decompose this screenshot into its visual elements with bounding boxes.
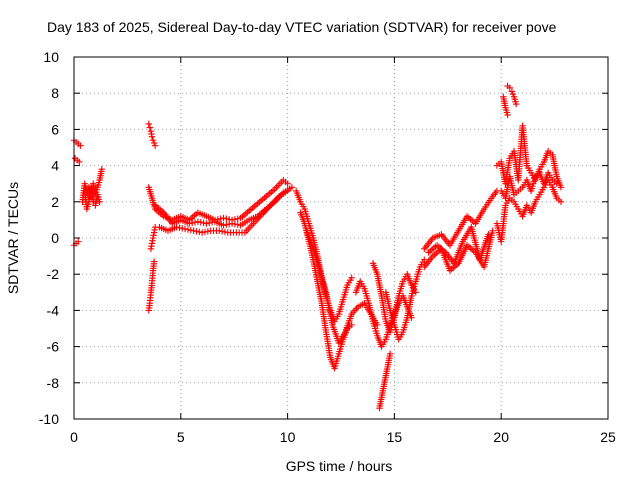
y-tick-label: 2 <box>51 194 59 210</box>
data-point <box>184 226 192 233</box>
data-point <box>186 220 193 227</box>
data-point <box>218 228 226 235</box>
data-point <box>234 215 241 222</box>
data-point <box>216 227 223 234</box>
x-tick-label: 10 <box>280 429 296 445</box>
data-point <box>508 88 516 95</box>
data-point <box>75 238 82 245</box>
data-point <box>223 215 230 222</box>
data-point <box>194 218 202 225</box>
data-point <box>557 184 565 191</box>
y-tick-label: -6 <box>47 339 60 355</box>
data-point <box>234 221 241 228</box>
data-point <box>226 220 233 228</box>
data-point <box>374 321 381 329</box>
x-tick-label: 5 <box>177 429 185 445</box>
data-point <box>512 100 520 108</box>
y-tick-label: 4 <box>51 158 59 174</box>
axis-ticks <box>73 56 609 420</box>
data-point <box>187 226 194 234</box>
y-tick-label: 0 <box>51 230 59 246</box>
x-tick-label: 0 <box>70 429 78 445</box>
data-point <box>421 256 428 263</box>
y-axis-label: SDTVAR / TECUs <box>5 182 21 294</box>
data-point <box>151 142 159 149</box>
data-point <box>197 219 204 226</box>
y-tick-label: -8 <box>47 375 60 391</box>
data-point <box>412 289 419 296</box>
data-point <box>188 219 196 227</box>
data-point <box>148 133 156 140</box>
x-tick-label: 25 <box>600 429 616 445</box>
data-point <box>217 215 224 222</box>
data-point <box>149 137 157 144</box>
data-point <box>98 166 105 173</box>
data-point <box>191 219 199 226</box>
data-point <box>201 228 209 236</box>
data-point <box>223 221 230 228</box>
data-point <box>489 227 496 234</box>
data-point <box>181 225 189 233</box>
data-point <box>193 228 200 235</box>
axis-tick-labels: 0 5 10 15 20 25 -10 -8 -6 -4 -2 0 2 4 6 8 10 <box>39 49 616 445</box>
data-point <box>146 124 154 131</box>
grid-lines <box>74 57 608 419</box>
data-point <box>504 111 511 119</box>
data-point <box>485 231 492 238</box>
x-tick-label: 20 <box>493 429 509 445</box>
y-tick-label: -10 <box>39 411 59 427</box>
data-point <box>176 224 183 231</box>
data-point <box>96 198 103 205</box>
y-tick-label: 8 <box>51 85 59 101</box>
x-tick-label: 15 <box>387 429 403 445</box>
data-point <box>220 222 227 229</box>
data-point <box>509 90 517 98</box>
data-point <box>198 229 206 236</box>
data-point <box>386 350 394 358</box>
chart-title: Day 183 of 2025, Sidereal Day-to-day VTE… <box>47 19 557 35</box>
data-point <box>284 180 291 187</box>
data-point <box>231 220 239 228</box>
y-tick-label: 10 <box>43 49 59 65</box>
data-point <box>179 225 186 232</box>
data-markers <box>70 82 565 412</box>
data-point <box>200 219 207 227</box>
data-point <box>173 223 180 231</box>
y-tick-label: -2 <box>47 266 60 282</box>
data-point <box>557 198 565 205</box>
data-point <box>145 120 152 128</box>
y-tick-label: 6 <box>51 121 59 137</box>
data-point <box>196 228 203 236</box>
data-point <box>150 139 158 147</box>
data-point <box>506 84 513 91</box>
data-point <box>288 184 296 191</box>
data-point <box>348 274 355 282</box>
data-point <box>150 258 158 265</box>
data-point <box>204 228 212 235</box>
data-point <box>206 219 213 227</box>
data-point <box>203 220 210 227</box>
data-point <box>553 180 560 187</box>
data-point <box>221 228 229 236</box>
y-tick-label: -4 <box>47 302 60 318</box>
data-point <box>77 142 84 149</box>
data-point <box>76 158 83 166</box>
data-point <box>228 220 236 227</box>
x-axis-label: GPS time / hours <box>286 458 393 474</box>
data-point <box>190 227 197 234</box>
data-point <box>220 214 227 222</box>
